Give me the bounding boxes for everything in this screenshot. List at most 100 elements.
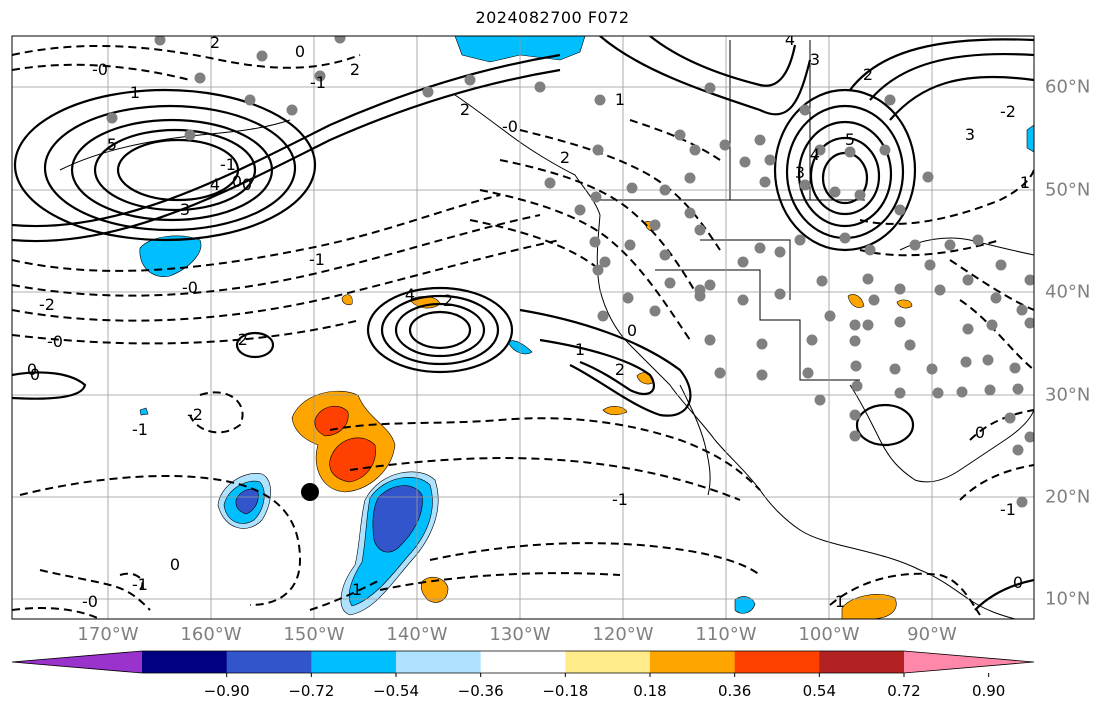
contour-label: 1 — [1020, 173, 1030, 192]
station-dot — [597, 310, 609, 322]
station-dot — [984, 384, 996, 396]
station-dot — [862, 319, 874, 331]
contour-label: 1 — [1035, 95, 1045, 114]
lon-label: 130°W — [489, 624, 551, 645]
station-dot — [674, 129, 686, 141]
station-dot — [944, 239, 956, 251]
station-dot — [1004, 412, 1016, 424]
station-dot — [314, 70, 326, 82]
contour-label: -1 — [1000, 500, 1016, 519]
contour-label: 0 — [242, 175, 252, 194]
station-dot — [719, 139, 731, 151]
contour-label: 0 — [30, 365, 40, 384]
contour-label: -1 — [132, 420, 148, 439]
lon-label: 170°W — [77, 624, 139, 645]
station-dot — [1012, 444, 1024, 456]
colorbar-label: −0.36 — [457, 682, 504, 700]
station-dot — [594, 94, 606, 106]
contour-label: 0 — [627, 321, 637, 340]
station-dot — [154, 36, 166, 46]
station-dot — [684, 207, 696, 219]
station-dot — [956, 386, 968, 398]
station-dot — [849, 430, 861, 442]
lat-label: 50°N — [1045, 179, 1091, 201]
contour-label: 2 — [443, 291, 453, 310]
contour-label: 1 — [352, 580, 362, 599]
contour-label: -0 — [47, 332, 63, 351]
station-dot — [922, 171, 934, 183]
station-dot — [894, 204, 906, 216]
station-dot — [962, 274, 974, 286]
station-dot — [659, 184, 671, 196]
colorbar-label: −0.90 — [203, 682, 250, 700]
contour-label: 0 — [232, 172, 242, 191]
station-dot — [1009, 362, 1021, 374]
colorbar-segment — [565, 651, 651, 673]
station-dot — [849, 319, 861, 331]
graticule — [12, 36, 1034, 619]
lon-label: 90°W — [907, 624, 957, 645]
station-dot — [737, 256, 749, 268]
colorbar-label: 0.90 — [971, 682, 1006, 700]
station-dot — [684, 172, 696, 184]
station-dot — [739, 156, 751, 168]
station-dot — [1024, 274, 1034, 286]
contour-label: -1 — [310, 73, 326, 92]
station-dot — [799, 104, 811, 116]
colorbar-outline — [11, 650, 1035, 674]
contour-label: 2 — [615, 360, 625, 379]
lon-label: 110°W — [695, 624, 757, 645]
station-dot — [649, 305, 661, 317]
station-dot — [806, 334, 818, 346]
station-dot — [926, 363, 938, 375]
contour-label: 2 — [350, 60, 360, 79]
negative-contours — [12, 44, 1034, 619]
contour-label: -2 — [1000, 102, 1016, 121]
station-dot — [868, 294, 880, 306]
contour-label: 5 — [107, 135, 117, 154]
contour-label: 4 — [810, 145, 820, 164]
station-dot — [599, 256, 611, 268]
contour-label: -1 — [309, 250, 325, 269]
station-dot — [932, 387, 944, 399]
contour-label: -0 — [502, 117, 518, 136]
station-dot — [106, 112, 118, 124]
contour-label: -0 — [92, 60, 108, 79]
station-dot — [754, 242, 766, 254]
station-dot — [422, 86, 434, 98]
colorbar-label: 0.72 — [887, 682, 921, 700]
contour-label: -0 — [82, 592, 98, 611]
station-dot — [814, 394, 826, 406]
station-dot — [864, 244, 876, 256]
station-dot — [704, 82, 716, 94]
station-dot — [962, 323, 974, 335]
station-dot — [756, 338, 768, 350]
station-dot — [849, 335, 861, 347]
lat-label: 10°N — [1045, 588, 1091, 610]
station-dot — [464, 74, 476, 86]
station-dot — [1016, 496, 1028, 508]
colorbar-label: −0.54 — [373, 682, 419, 700]
shaded-anomaly-regions — [139, 36, 1034, 619]
station-dot — [659, 249, 671, 261]
contour-label: -1 — [612, 490, 628, 509]
station-dot — [626, 182, 638, 194]
station-dot — [664, 277, 676, 289]
lat-label: 60°N — [1045, 76, 1091, 98]
colorbar-segment — [142, 651, 228, 673]
station-dot — [694, 224, 706, 236]
station-dot — [824, 310, 836, 322]
colorbar-label: −0.18 — [542, 682, 589, 700]
contour-label: -0 — [182, 278, 198, 297]
colorbar-segment — [734, 651, 820, 673]
station-dot — [934, 284, 946, 296]
station-dot — [737, 294, 749, 306]
station-dot — [799, 179, 811, 191]
station-dot — [1016, 304, 1028, 316]
station-dot — [256, 50, 268, 62]
colorbar-segment — [650, 651, 736, 673]
station-dot — [334, 36, 346, 44]
station-dot — [590, 191, 602, 203]
station-dot — [1012, 383, 1024, 395]
station-dot — [1024, 317, 1034, 329]
